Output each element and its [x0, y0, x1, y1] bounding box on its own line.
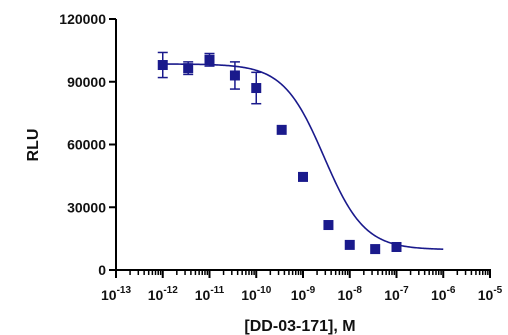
data-point	[183, 63, 194, 74]
x-tick-label: 10-13	[101, 285, 131, 303]
data-point	[229, 70, 240, 81]
x-tick-label: 10-5	[478, 285, 503, 303]
data-points-layer	[157, 51, 402, 255]
data-point	[276, 124, 287, 135]
x-tick-label: 10-6	[431, 285, 456, 303]
x-axis-title: [DD-03-171], M	[244, 318, 355, 335]
x-tick-label: 10-7	[384, 285, 409, 303]
data-point	[323, 220, 334, 231]
x-tick-label: 10-12	[148, 285, 178, 303]
data-point	[251, 83, 262, 94]
y-tick-label: 90000	[67, 74, 106, 90]
y-tick-label: 120000	[59, 11, 106, 27]
x-tick-label: 10-8	[338, 285, 363, 303]
fit-curve	[162, 63, 444, 250]
x-tick-label: 10-9	[291, 285, 316, 303]
y-axis: 0 30000 60000 90000 120000	[59, 11, 117, 278]
y-tick-label: 0	[98, 262, 106, 278]
data-point	[391, 241, 402, 252]
x-axis: 10-13 10-12 10-11 10-10 10-9 10-8 10-7 10-6 10-5	[101, 269, 503, 303]
data-point	[298, 171, 308, 182]
data-point	[157, 60, 168, 71]
fit-curve-layer	[162, 63, 444, 250]
data-point	[204, 54, 215, 65]
x-tick-label: 10-11	[195, 285, 225, 303]
data-point	[370, 244, 381, 255]
y-axis-title: RLU	[25, 129, 42, 162]
data-point	[344, 239, 355, 250]
y-tick-label: 60000	[67, 137, 106, 153]
x-tick-label: 10-10	[241, 285, 271, 303]
y-tick-label: 30000	[67, 199, 106, 215]
